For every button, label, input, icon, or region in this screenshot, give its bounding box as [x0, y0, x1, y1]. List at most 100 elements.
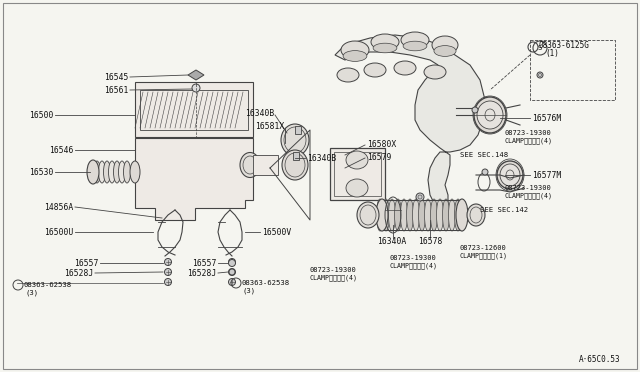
Text: 16545: 16545	[104, 73, 128, 81]
Text: 16580X: 16580X	[367, 140, 396, 148]
Ellipse shape	[401, 199, 408, 231]
Ellipse shape	[431, 199, 438, 231]
Ellipse shape	[364, 63, 386, 77]
Circle shape	[164, 269, 172, 276]
Ellipse shape	[388, 199, 396, 231]
Ellipse shape	[454, 199, 461, 231]
Ellipse shape	[500, 164, 520, 186]
Ellipse shape	[424, 199, 431, 231]
Circle shape	[228, 259, 236, 266]
Ellipse shape	[497, 161, 523, 189]
Bar	[334, 152, 381, 196]
Text: SEE SEC.142: SEE SEC.142	[480, 207, 528, 213]
Ellipse shape	[434, 46, 456, 57]
Ellipse shape	[383, 199, 390, 231]
Circle shape	[164, 259, 172, 266]
Bar	[135, 82, 253, 137]
Ellipse shape	[467, 204, 485, 226]
Text: 08723-19300: 08723-19300	[505, 185, 552, 191]
Text: (3): (3)	[243, 288, 256, 294]
Ellipse shape	[376, 199, 383, 231]
Ellipse shape	[282, 150, 308, 180]
Ellipse shape	[281, 124, 309, 156]
Ellipse shape	[118, 161, 125, 183]
Text: (3): (3)	[25, 290, 38, 296]
Ellipse shape	[401, 32, 429, 48]
Ellipse shape	[413, 199, 419, 231]
Ellipse shape	[87, 160, 99, 184]
Text: 08363-6125G: 08363-6125G	[539, 41, 590, 49]
Polygon shape	[188, 70, 204, 80]
Text: 16557: 16557	[191, 259, 216, 267]
Text: 16500V: 16500V	[262, 228, 291, 237]
Text: 16528J: 16528J	[64, 269, 93, 278]
Text: 16340A: 16340A	[378, 237, 406, 246]
Text: 16546: 16546	[49, 145, 73, 154]
Ellipse shape	[104, 161, 111, 183]
Ellipse shape	[436, 199, 444, 231]
Text: CLAMPクランプ(1): CLAMPクランプ(1)	[460, 253, 508, 259]
Ellipse shape	[337, 68, 359, 82]
Ellipse shape	[376, 199, 388, 231]
Ellipse shape	[394, 61, 416, 75]
Text: 08723-19300: 08723-19300	[310, 267, 356, 273]
Ellipse shape	[394, 199, 401, 231]
Text: 16500: 16500	[29, 110, 53, 119]
Ellipse shape	[456, 199, 468, 231]
Ellipse shape	[346, 179, 368, 197]
Ellipse shape	[406, 199, 413, 231]
Text: 16340B: 16340B	[307, 154, 336, 163]
Text: 16500U: 16500U	[44, 228, 73, 237]
Bar	[330, 148, 385, 200]
Ellipse shape	[419, 199, 426, 231]
Ellipse shape	[474, 97, 506, 133]
Text: 16530: 16530	[29, 167, 53, 176]
Text: CLAMPクランプ(4): CLAMPクランプ(4)	[390, 263, 438, 269]
Text: 08723-19300: 08723-19300	[505, 130, 552, 136]
Text: 16340B: 16340B	[244, 109, 274, 118]
Text: A·65C0.53: A·65C0.53	[579, 356, 620, 365]
Ellipse shape	[109, 161, 115, 183]
Ellipse shape	[113, 161, 120, 183]
Ellipse shape	[357, 202, 379, 228]
Bar	[295, 126, 301, 134]
Ellipse shape	[371, 34, 399, 50]
Ellipse shape	[93, 161, 100, 183]
Circle shape	[482, 169, 488, 175]
Ellipse shape	[99, 161, 106, 183]
Text: 14856A: 14856A	[44, 202, 73, 212]
Ellipse shape	[130, 161, 140, 183]
Ellipse shape	[403, 41, 427, 51]
Ellipse shape	[346, 151, 368, 169]
Text: 16528J: 16528J	[187, 269, 216, 278]
Ellipse shape	[341, 41, 369, 59]
Ellipse shape	[124, 161, 131, 183]
Text: 08723-12600: 08723-12600	[460, 245, 507, 251]
Text: 16577M: 16577M	[532, 170, 561, 180]
Text: 16576M: 16576M	[532, 113, 561, 122]
Ellipse shape	[424, 65, 446, 79]
Bar	[293, 152, 299, 160]
Circle shape	[228, 279, 236, 285]
Circle shape	[192, 84, 200, 92]
Ellipse shape	[449, 199, 456, 231]
Ellipse shape	[442, 199, 449, 231]
Circle shape	[228, 260, 236, 266]
Text: CLAMPクランプ(4): CLAMPクランプ(4)	[505, 193, 553, 199]
Circle shape	[416, 193, 424, 201]
Text: CLAMPクランプ(4): CLAMPクランプ(4)	[505, 138, 553, 144]
Ellipse shape	[343, 51, 367, 61]
Text: 08363-62538: 08363-62538	[23, 282, 71, 288]
Text: 16557: 16557	[74, 259, 98, 267]
Circle shape	[537, 72, 543, 78]
Text: 08363-62538: 08363-62538	[241, 280, 289, 286]
Polygon shape	[335, 35, 485, 210]
Circle shape	[472, 107, 478, 113]
Circle shape	[228, 269, 236, 276]
Ellipse shape	[432, 36, 458, 54]
Text: SEE SEC.148: SEE SEC.148	[460, 152, 508, 158]
Bar	[253, 155, 278, 175]
Text: CLAMPクランプ(4): CLAMPクランプ(4)	[310, 275, 358, 281]
Polygon shape	[135, 138, 253, 220]
Ellipse shape	[477, 101, 503, 129]
